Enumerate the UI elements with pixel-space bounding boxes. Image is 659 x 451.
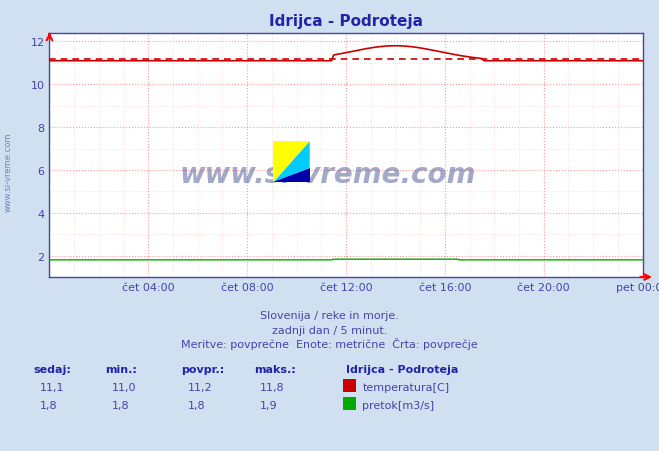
Text: zadnji dan / 5 minut.: zadnji dan / 5 minut. [272,325,387,335]
Text: pretok[m3/s]: pretok[m3/s] [362,400,434,410]
Text: www.si-vreme.com: www.si-vreme.com [180,161,476,189]
Text: 1,9: 1,9 [260,400,278,410]
Text: 11,0: 11,0 [112,382,136,392]
Text: maks.:: maks.: [254,364,295,374]
Text: povpr.:: povpr.: [181,364,225,374]
Text: Slovenija / reke in morje.: Slovenija / reke in morje. [260,310,399,320]
Text: Meritve: povprečne  Enote: metrične  Črta: povprečje: Meritve: povprečne Enote: metrične Črta:… [181,338,478,350]
Text: 1,8: 1,8 [188,400,206,410]
Text: www.si-vreme.com: www.si-vreme.com [3,132,13,211]
Title: Idrijca - Podroteja: Idrijca - Podroteja [269,14,423,28]
Polygon shape [273,142,310,183]
Text: Idrijca - Podroteja: Idrijca - Podroteja [346,364,459,374]
Polygon shape [273,169,310,183]
Text: temperatura[C]: temperatura[C] [362,382,449,392]
Text: 1,8: 1,8 [112,400,130,410]
Polygon shape [273,142,310,183]
Text: sedaj:: sedaj: [33,364,71,374]
Text: 11,2: 11,2 [188,382,212,392]
Text: 1,8: 1,8 [40,400,57,410]
Text: 11,1: 11,1 [40,382,64,392]
Text: 11,8: 11,8 [260,382,285,392]
Text: min.:: min.: [105,364,137,374]
